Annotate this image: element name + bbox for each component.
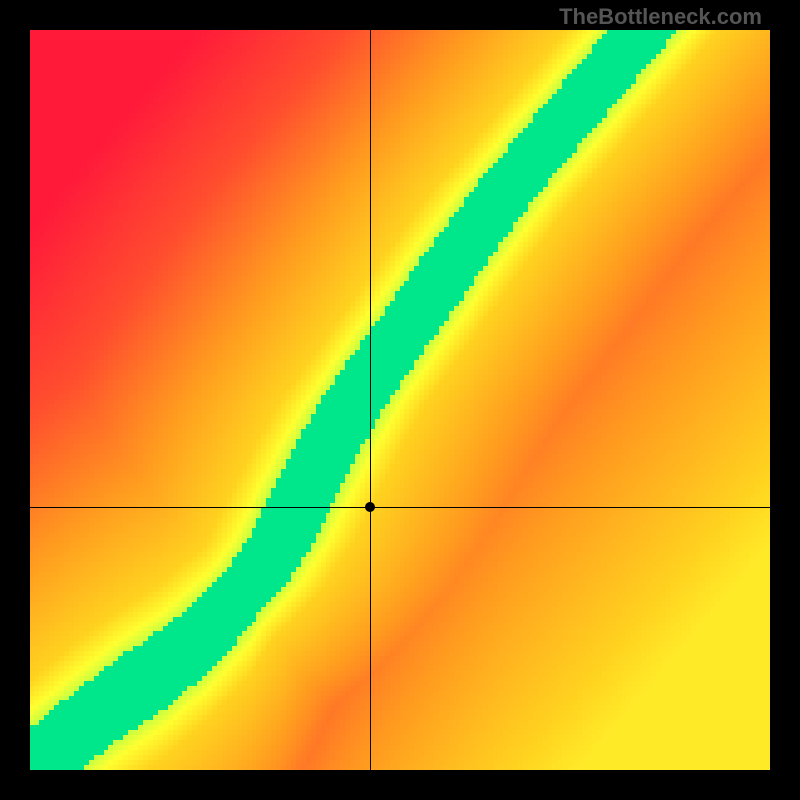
- chart-container: TheBottleneck.com: [0, 0, 800, 800]
- crosshair-horizontal: [30, 507, 770, 508]
- heatmap-canvas: [30, 30, 770, 770]
- plot-frame: [30, 30, 770, 770]
- watermark-text: TheBottleneck.com: [559, 4, 762, 30]
- crosshair-vertical: [370, 30, 371, 770]
